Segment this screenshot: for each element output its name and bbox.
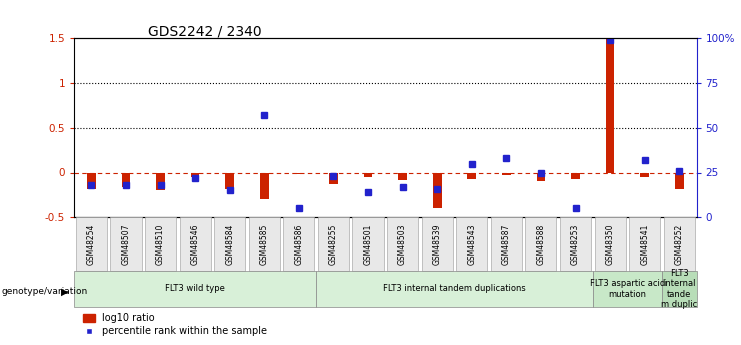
FancyBboxPatch shape [560,217,591,271]
FancyBboxPatch shape [110,217,142,271]
Bar [536,172,545,181]
Text: GSM48543: GSM48543 [468,223,476,265]
Bar [156,172,165,190]
Bar [87,172,96,189]
Text: GSM48254: GSM48254 [87,224,96,265]
Bar [640,172,649,177]
FancyBboxPatch shape [422,217,453,271]
Text: GSM48501: GSM48501 [364,224,373,265]
Text: genotype/variation: genotype/variation [1,287,87,296]
Text: GSM48503: GSM48503 [398,223,407,265]
Bar [190,172,199,177]
FancyBboxPatch shape [387,217,418,271]
Bar [329,172,338,184]
Text: GSM48252: GSM48252 [675,224,684,265]
Bar [571,172,579,179]
Text: GSM48539: GSM48539 [433,223,442,265]
FancyBboxPatch shape [525,217,556,271]
Text: GSM48255: GSM48255 [329,224,338,265]
Bar [605,38,614,172]
Text: GSM48507: GSM48507 [122,223,130,265]
Legend: log10 ratio, percentile rank within the sample: log10 ratio, percentile rank within the … [79,309,271,340]
Text: GDS2242 / 2340: GDS2242 / 2340 [148,24,262,38]
Text: GSM48350: GSM48350 [605,223,614,265]
FancyBboxPatch shape [76,217,107,271]
Text: FLT3
internal
tande
m duplic: FLT3 internal tande m duplic [661,269,697,309]
Text: GSM48253: GSM48253 [571,224,580,265]
FancyBboxPatch shape [283,217,314,271]
Text: GSM48546: GSM48546 [190,223,199,265]
FancyBboxPatch shape [491,217,522,271]
Bar [433,172,442,208]
Bar [294,172,303,174]
Text: FLT3 internal tandem duplications: FLT3 internal tandem duplications [383,284,526,294]
Text: GSM48584: GSM48584 [225,224,234,265]
FancyBboxPatch shape [74,271,316,307]
Bar [468,172,476,179]
FancyBboxPatch shape [179,217,210,271]
Text: GSM48585: GSM48585 [260,224,269,265]
FancyBboxPatch shape [249,217,280,271]
Text: GSM48587: GSM48587 [502,224,511,265]
FancyBboxPatch shape [145,217,176,271]
FancyBboxPatch shape [593,271,662,307]
Bar [260,172,268,199]
Text: GSM48586: GSM48586 [294,224,303,265]
Text: FLT3 wild type: FLT3 wild type [165,284,225,294]
Bar [122,172,130,187]
Bar [364,172,372,177]
Text: GSM48588: GSM48588 [536,224,545,265]
FancyBboxPatch shape [664,217,695,271]
FancyBboxPatch shape [594,217,625,271]
Bar [398,172,407,180]
Bar [502,172,511,175]
Bar [225,172,234,189]
FancyBboxPatch shape [629,217,660,271]
FancyBboxPatch shape [316,271,593,307]
FancyBboxPatch shape [456,217,488,271]
FancyBboxPatch shape [662,271,697,307]
Text: GSM48510: GSM48510 [156,224,165,265]
Text: ▶: ▶ [61,287,68,296]
Text: GSM48541: GSM48541 [640,224,649,265]
Bar [675,172,683,189]
FancyBboxPatch shape [353,217,384,271]
FancyBboxPatch shape [214,217,245,271]
FancyBboxPatch shape [318,217,349,271]
Text: FLT3 aspartic acid
mutation: FLT3 aspartic acid mutation [590,279,665,299]
